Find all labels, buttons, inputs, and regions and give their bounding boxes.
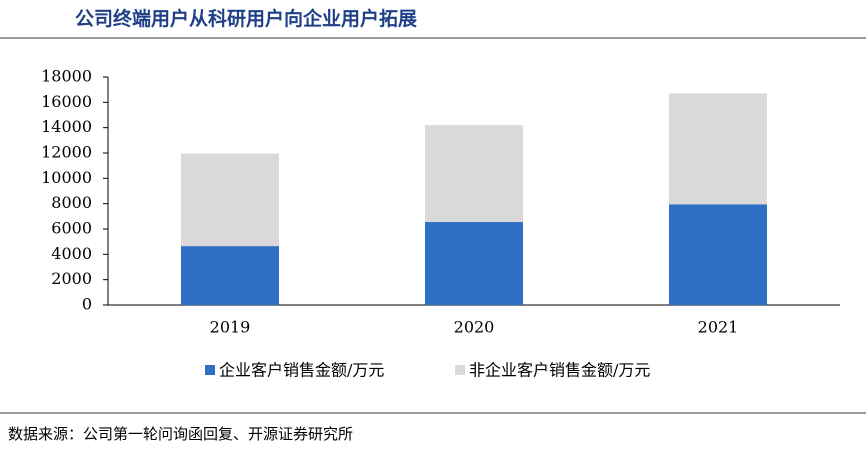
y-tick-label: 10000 (41, 168, 92, 187)
y-tick-label: 14000 (41, 117, 92, 136)
bar (181, 246, 279, 305)
bar (425, 125, 523, 223)
source: 数据来源：公司第一轮问询函回复、开源证券研究所 (8, 425, 353, 443)
y-tick-label: 18000 (41, 67, 92, 86)
y-tick-label: 16000 (41, 92, 92, 111)
x-tick-label: 2020 (454, 318, 495, 337)
legend-swatch (455, 365, 465, 375)
x-tick-label: 2019 (210, 318, 251, 337)
y-tick-label: 2000 (51, 269, 92, 288)
y-tick-label: 12000 (41, 143, 92, 162)
y-tick-label: 6000 (51, 219, 92, 238)
y-tick-label: 0 (82, 295, 92, 314)
legend-swatch (205, 365, 215, 375)
bar (181, 153, 279, 247)
bar (669, 204, 767, 305)
y-tick-label: 8000 (51, 193, 92, 212)
legend-label: 非企业客户销售金额/万元 (469, 361, 650, 380)
chart-title: 公司终端用户从科研用户向企业用户拓展 (75, 7, 417, 30)
y-tick-label: 4000 (51, 244, 92, 263)
bar (425, 222, 523, 305)
legend-label: 企业客户销售金额/万元 (219, 361, 384, 380)
x-tick-label: 2021 (698, 318, 739, 337)
bar (669, 93, 767, 205)
